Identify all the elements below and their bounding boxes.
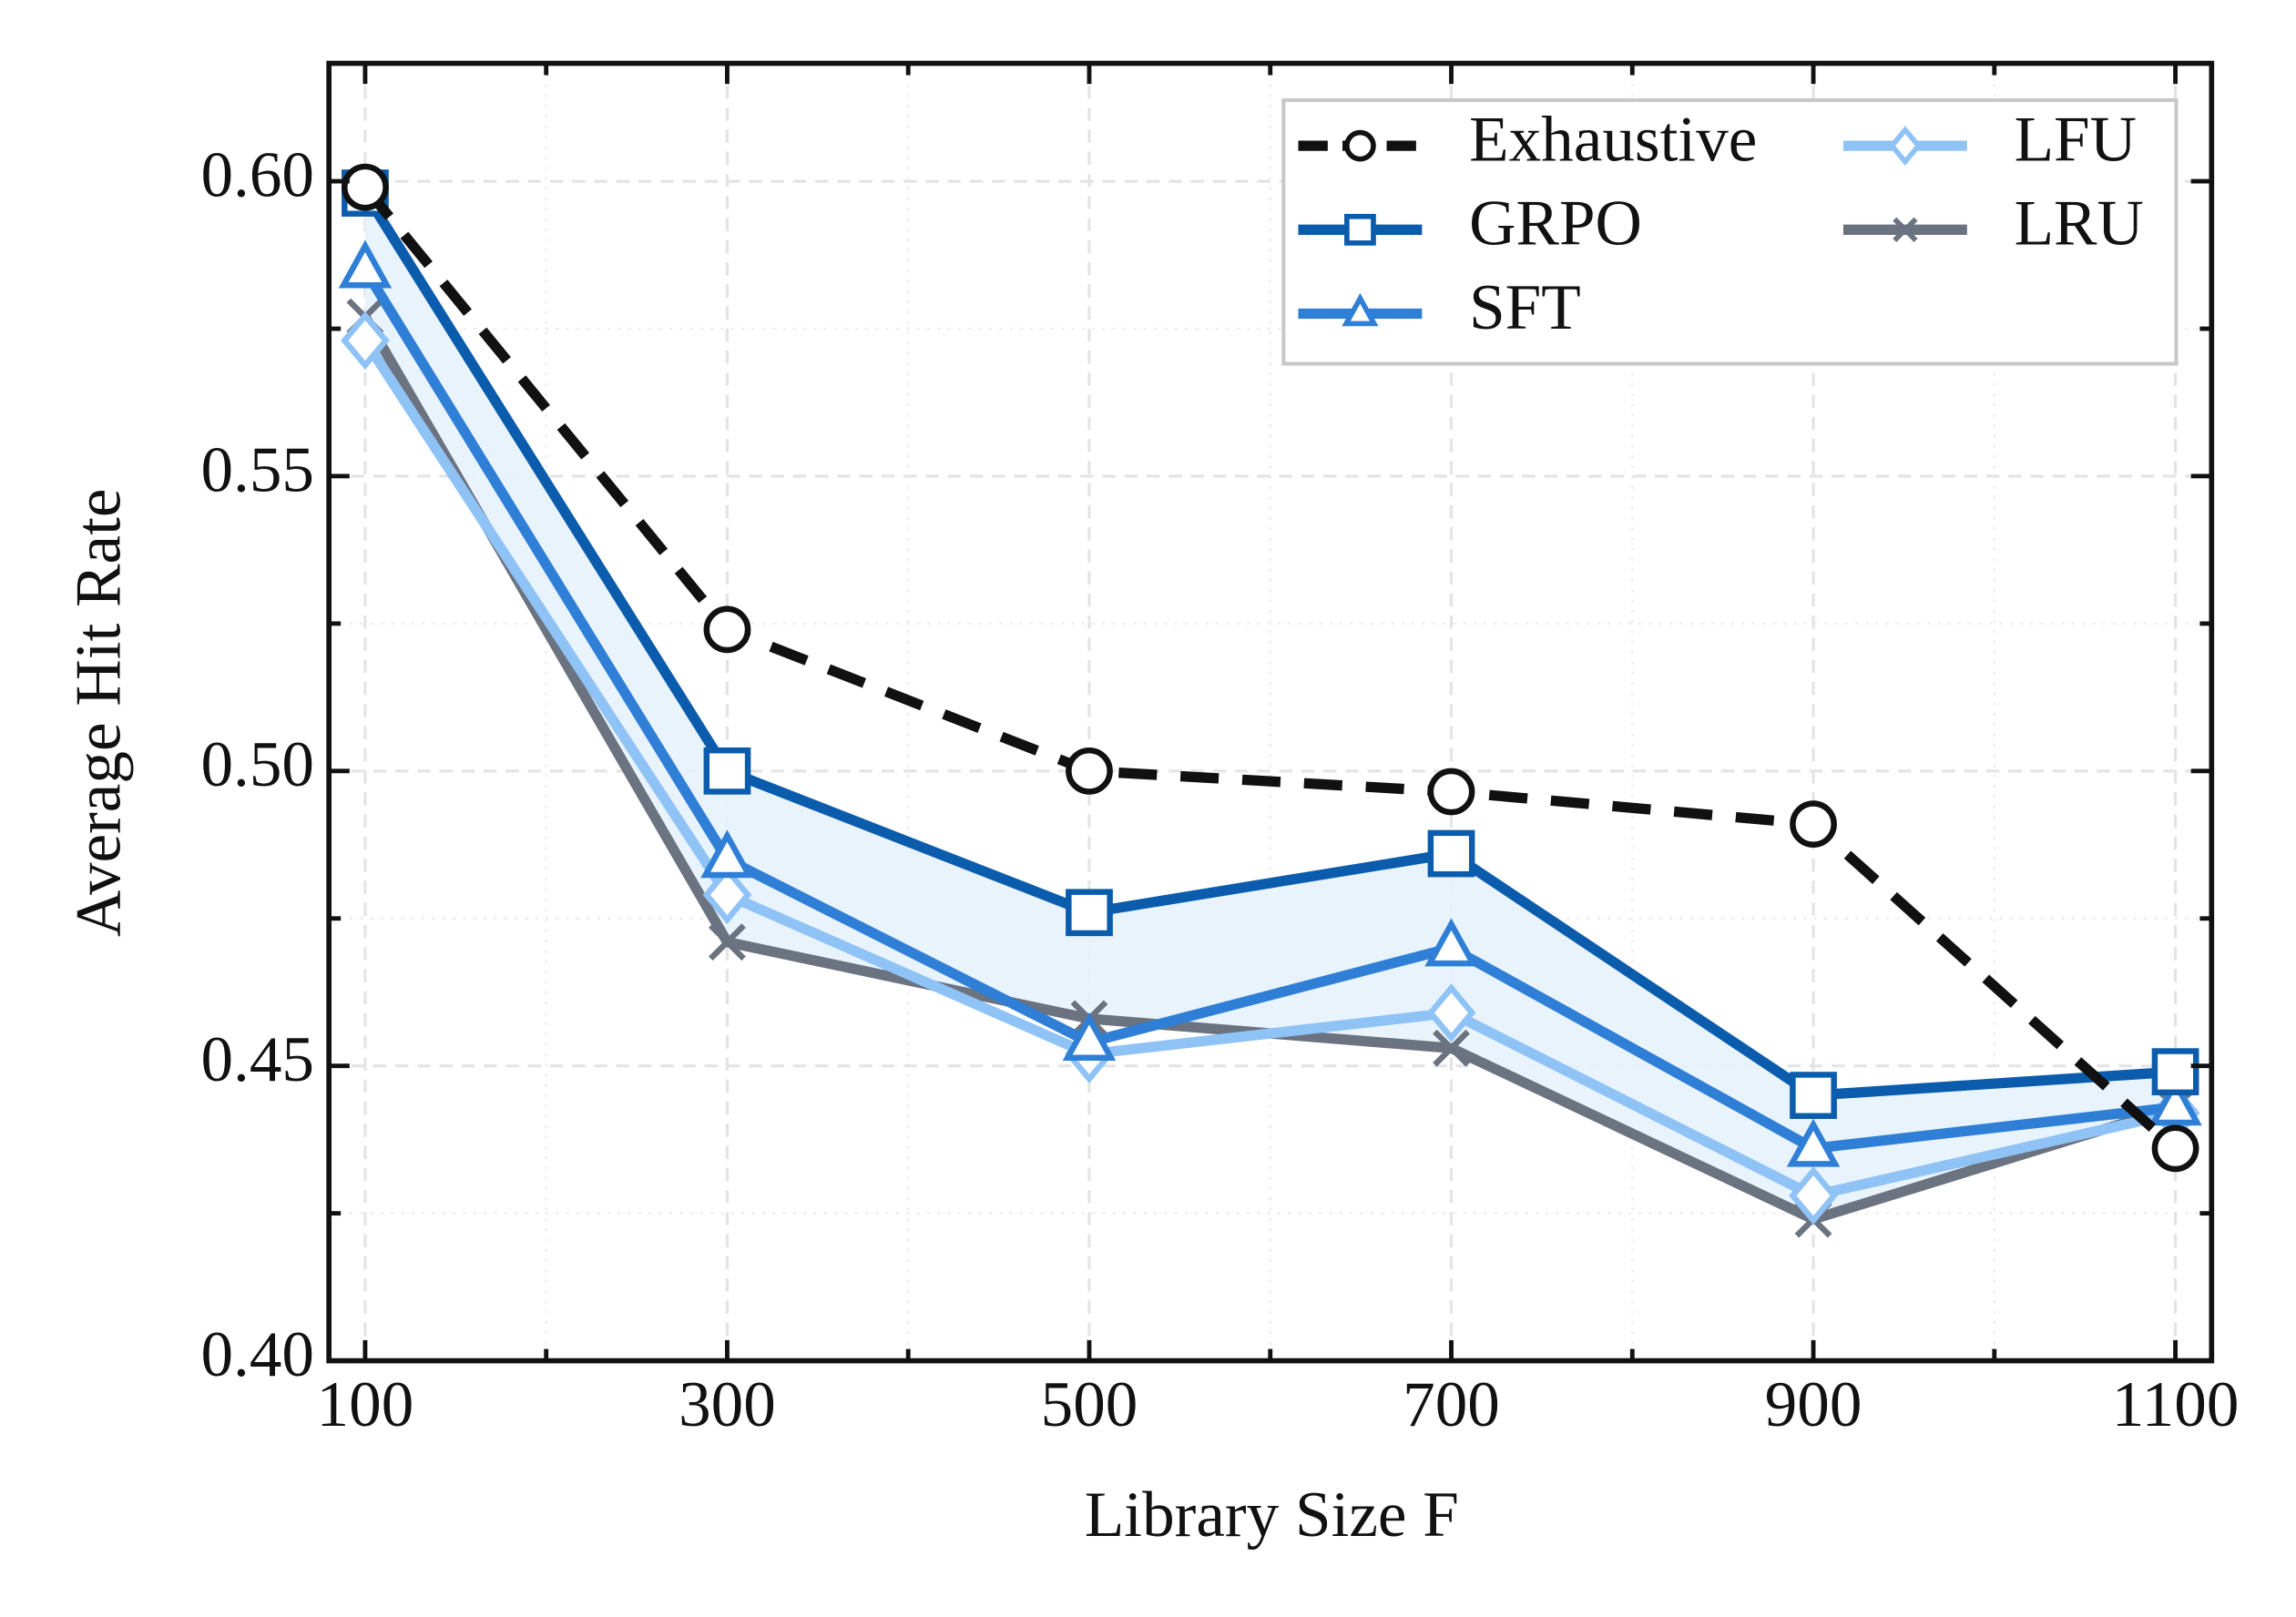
x-tick-label: 500 [1041, 1369, 1138, 1440]
x-tick-label: 700 [1403, 1369, 1500, 1440]
marker [702, 865, 752, 925]
legend: Exhaustive GRPO SFT LFU LRU [1281, 97, 2179, 366]
y-axis-label: Average Hit Rate [64, 489, 135, 938]
y-tick-label: 0.50 [200, 729, 314, 800]
x-tick-label: 300 [679, 1369, 776, 1440]
marker [341, 310, 390, 371]
legend-box [1281, 97, 2179, 366]
marker [703, 747, 751, 795]
marker [338, 239, 393, 289]
x-tick-label: 900 [1765, 1369, 1862, 1440]
marker [1789, 1165, 1838, 1225]
series-line [361, 190, 2176, 1101]
marker [1888, 126, 1923, 167]
marker [709, 923, 746, 961]
series-line [361, 183, 2179, 1153]
marker [1433, 1029, 1470, 1067]
marker [1424, 918, 1478, 967]
marker [1062, 1012, 1117, 1062]
y-tick-label: 0.40 [200, 1319, 314, 1390]
legend-label: LRU [2015, 188, 2144, 259]
x-tick-label: 1100 [2112, 1369, 2240, 1440]
marker [1786, 1118, 1841, 1167]
marker [1344, 129, 1376, 162]
legend-label: Exhaustive [1469, 104, 1757, 175]
marker [342, 163, 389, 211]
marker [1066, 889, 1113, 937]
marker [1426, 983, 1476, 1042]
legend-label: SFT [1469, 272, 1581, 343]
marker [2151, 1048, 2199, 1096]
marker [1066, 747, 1113, 795]
marker [1427, 768, 1475, 816]
marker [2148, 1077, 2202, 1126]
x-tick-label: 100 [317, 1369, 414, 1440]
y-tick-label: 0.45 [200, 1024, 314, 1095]
marker [1790, 800, 1837, 849]
legend-label: GRPO [1469, 188, 1642, 259]
marker [1427, 829, 1475, 878]
marker [703, 605, 751, 654]
legend-label: LFU [2015, 104, 2137, 175]
x-axis-label: Library Size F [1085, 1480, 1459, 1551]
y-tick-label: 0.55 [200, 434, 314, 505]
marker [1790, 1072, 1837, 1119]
y-tick-label: 0.60 [200, 139, 314, 210]
marker [2151, 1124, 2199, 1173]
marker [700, 829, 754, 879]
marker [1342, 292, 1379, 327]
marker [1893, 217, 1918, 242]
marker [1344, 213, 1376, 246]
band [364, 193, 2176, 1220]
series-line [361, 267, 2177, 1154]
series-line [361, 337, 2177, 1201]
